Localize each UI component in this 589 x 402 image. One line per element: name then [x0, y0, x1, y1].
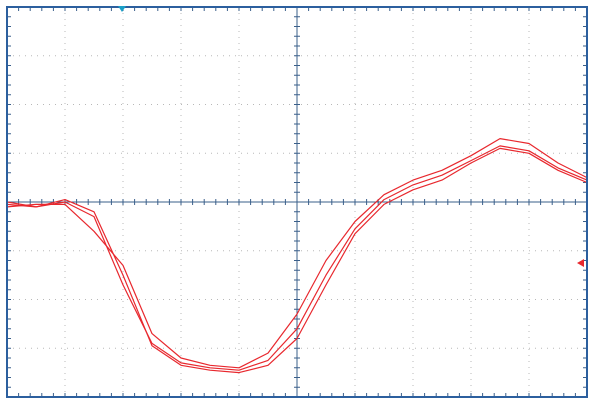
- scope-screen: [0, 0, 589, 402]
